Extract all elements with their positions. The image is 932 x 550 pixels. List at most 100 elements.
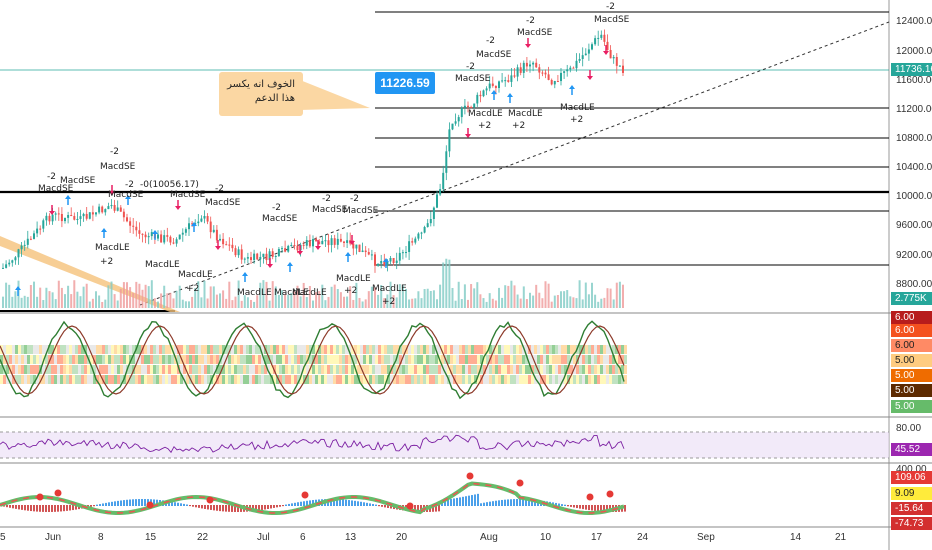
stoch-cell	[465, 365, 468, 374]
candle-body	[104, 209, 107, 213]
stoch-cell	[195, 345, 198, 354]
candle-body	[122, 211, 125, 218]
signal-label: +2	[478, 121, 492, 131]
stoch-cell	[330, 365, 333, 374]
stoch-cell	[489, 345, 492, 354]
signal-label: MacdLE	[145, 260, 180, 270]
macd-histogram-bar	[138, 499, 140, 506]
stoch-cell	[78, 365, 81, 374]
stoch-cell	[186, 365, 189, 374]
macd-histogram-bar	[390, 505, 392, 509]
stoch-cell	[72, 345, 75, 354]
stoch-cell	[390, 345, 393, 354]
signal-label: -2	[466, 62, 475, 72]
candle-body	[160, 234, 163, 243]
macd-histogram-bar	[351, 500, 353, 506]
stoch-cell	[492, 365, 495, 374]
macd-histogram-bar	[345, 499, 347, 506]
candle-body	[361, 250, 364, 252]
candle-body	[324, 240, 327, 242]
stoch-cell	[144, 345, 147, 354]
stoch-cell	[552, 345, 555, 354]
macd-histogram-bar	[24, 505, 26, 511]
stoch-cell	[81, 365, 84, 374]
trend-line	[139, 21, 890, 306]
channel-band	[0, 236, 180, 312]
macd-histogram-bar	[75, 505, 77, 510]
signal-label: MacdSE	[343, 206, 379, 216]
candle-body	[246, 257, 249, 259]
annotation-callout[interactable]: الخوف انه يكسر هذا الدعم	[219, 72, 303, 116]
stoch-cell	[591, 355, 594, 364]
candle-body	[504, 80, 507, 82]
stoch-cell	[495, 375, 498, 384]
candle-body	[26, 238, 29, 245]
candle-body	[318, 241, 321, 245]
stoch-cell	[450, 365, 453, 374]
stoch-cell	[531, 345, 534, 354]
macd-histogram-bar	[309, 500, 311, 506]
candle-body	[290, 245, 293, 247]
candle-body	[200, 218, 203, 222]
macd-histogram-bar	[225, 505, 227, 512]
stoch-cell	[159, 345, 162, 354]
stoch-cell	[66, 345, 69, 354]
candle-body	[315, 239, 318, 242]
candle-body	[98, 206, 101, 213]
volume-bar	[516, 294, 519, 308]
macd-histogram-bar	[528, 499, 530, 506]
stoch-cell	[378, 375, 381, 384]
stoch-cell	[411, 375, 414, 384]
stoch-cell	[540, 365, 543, 374]
stoch-cell	[408, 355, 411, 364]
stoch-cell	[102, 355, 105, 364]
volume-bar	[315, 292, 318, 308]
signal-arrowhead	[525, 44, 531, 48]
volume-bar	[147, 286, 150, 308]
candle-body	[222, 238, 225, 245]
candle-body	[116, 207, 119, 211]
macd-histogram-bar	[231, 505, 233, 512]
stoch-cell	[330, 345, 333, 354]
stoch-cell	[18, 345, 21, 354]
stoch-cell	[258, 375, 261, 384]
stoch-cell	[168, 365, 171, 374]
stoch-cell	[201, 365, 204, 374]
signal-arrowhead	[175, 206, 181, 210]
stoch-cell	[54, 345, 57, 354]
stoch-cell	[537, 355, 540, 364]
volume-bar	[290, 292, 293, 308]
stoch-cell	[300, 355, 303, 364]
stoch-cell	[222, 375, 225, 384]
stoch-cell	[507, 345, 510, 354]
stoch-cell	[606, 365, 609, 374]
stoch-cell	[504, 375, 507, 384]
stoch-cell	[516, 345, 519, 354]
signal-label: MacdLE	[560, 103, 595, 113]
candle-body	[20, 245, 23, 250]
stoch-cell	[366, 375, 369, 384]
volume-bar	[194, 288, 197, 308]
stoch-cell	[471, 375, 474, 384]
stoch-cell	[531, 365, 534, 374]
stoch-cell	[603, 375, 606, 384]
candle-body	[532, 62, 535, 65]
price-label-box[interactable]: 11226.59	[375, 72, 435, 94]
candle-body	[330, 238, 333, 246]
volume-bar	[417, 291, 420, 308]
volume-bar	[281, 290, 283, 308]
volume-bar	[436, 299, 438, 308]
candle-body	[51, 214, 54, 222]
volume-bar	[389, 281, 392, 308]
macd-histogram-bar	[450, 498, 452, 506]
stoch-cell	[285, 345, 288, 354]
macd-histogram-bar	[186, 504, 188, 506]
stoch-cell	[441, 365, 444, 374]
candle-body	[581, 55, 584, 60]
date-tick: 17	[591, 532, 603, 543]
stoch-cell	[426, 355, 429, 364]
macd-histogram-bar	[333, 499, 335, 506]
stoch-cell	[333, 345, 336, 354]
stoch-cell	[144, 375, 147, 384]
